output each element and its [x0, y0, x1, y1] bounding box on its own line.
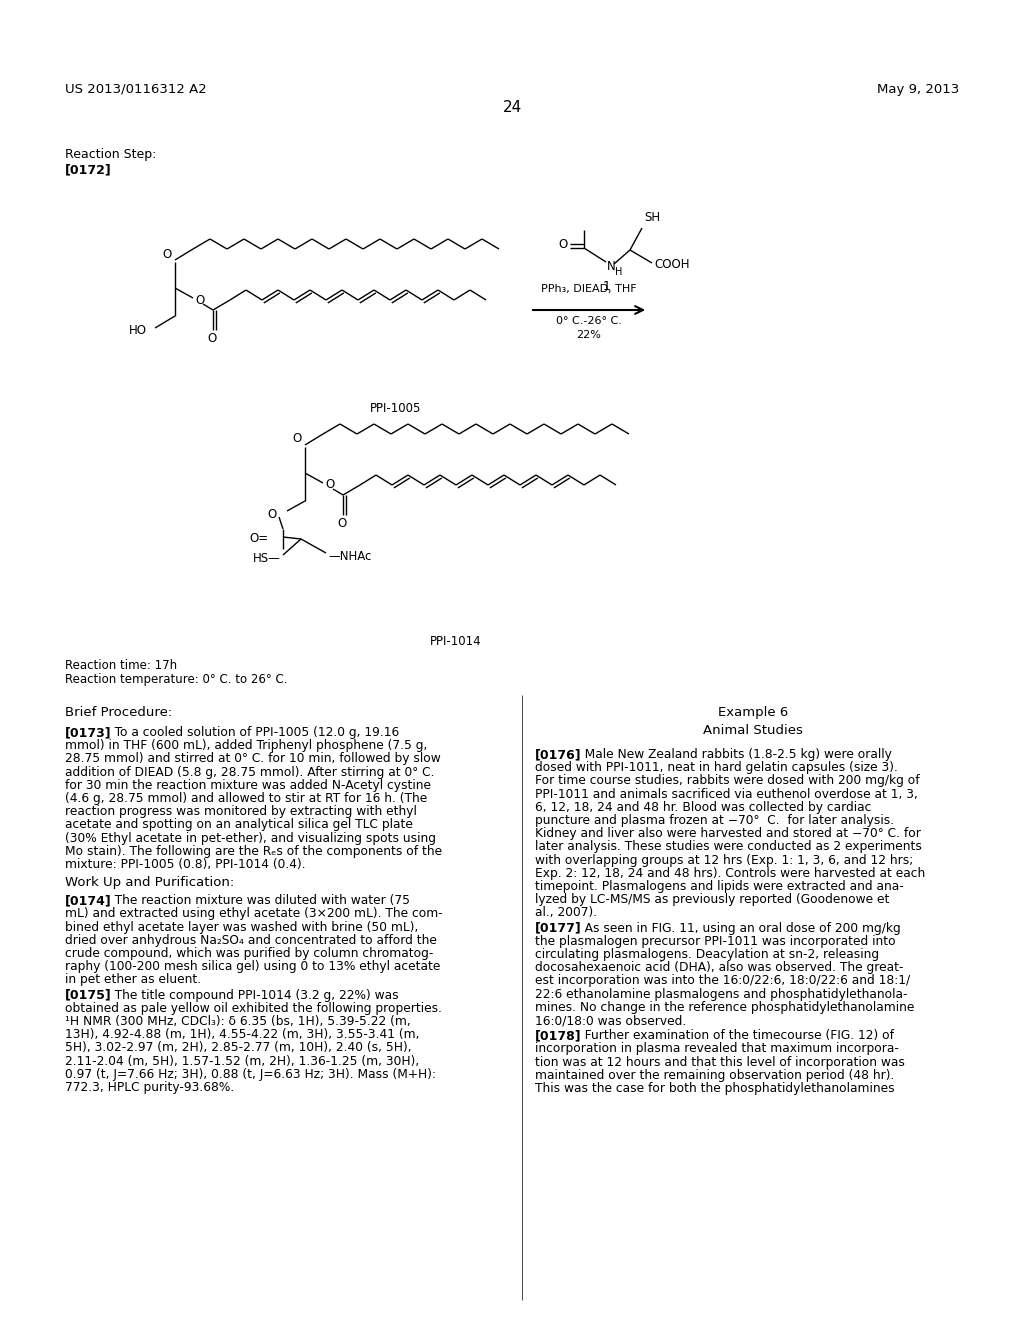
- Text: maintained over the remaining observation period (48 hr).: maintained over the remaining observatio…: [535, 1069, 894, 1082]
- Text: Male New Zealand rabbits (1.8-2.5 kg) were orally: Male New Zealand rabbits (1.8-2.5 kg) we…: [573, 748, 892, 762]
- Text: SH: SH: [644, 211, 660, 224]
- Text: with overlapping groups at 12 hrs (Exp. 1: 1, 3, 6, and 12 hrs;: with overlapping groups at 12 hrs (Exp. …: [535, 854, 913, 867]
- Text: O: O: [325, 479, 334, 491]
- Text: To a cooled solution of PPI-1005 (12.0 g, 19.16: To a cooled solution of PPI-1005 (12.0 g…: [103, 726, 399, 739]
- Text: Reaction Step:: Reaction Step:: [65, 148, 157, 161]
- Text: O: O: [208, 333, 217, 345]
- Text: 772.3, HPLC purity-93.68%.: 772.3, HPLC purity-93.68%.: [65, 1081, 234, 1094]
- Text: reaction progress was monitored by extracting with ethyl: reaction progress was monitored by extra…: [65, 805, 417, 818]
- Text: raphy (100-200 mesh silica gel) using 0 to 13% ethyl acetate: raphy (100-200 mesh silica gel) using 0 …: [65, 960, 440, 973]
- Text: 6, 12, 18, 24 and 48 hr. Blood was collected by cardiac: 6, 12, 18, 24 and 48 hr. Blood was colle…: [535, 801, 871, 814]
- Text: PPI-1014: PPI-1014: [430, 635, 481, 648]
- Text: [0176]: [0176]: [535, 748, 582, 762]
- Text: COOH: COOH: [654, 259, 689, 272]
- Text: 2.11-2.04 (m, 5H), 1.57-1.52 (m, 2H), 1.36-1.25 (m, 30H),: 2.11-2.04 (m, 5H), 1.57-1.52 (m, 2H), 1.…: [65, 1055, 419, 1068]
- Text: later analysis. These studies were conducted as 2 experiments: later analysis. These studies were condu…: [535, 841, 922, 854]
- Text: For time course studies, rabbits were dosed with 200 mg/kg of: For time course studies, rabbits were do…: [535, 775, 920, 788]
- Text: Mo stain). The following are the Rₑs of the components of the: Mo stain). The following are the Rₑs of …: [65, 845, 442, 858]
- Text: (4.6 g, 28.75 mmol) and allowed to stir at RT for 16 h. (The: (4.6 g, 28.75 mmol) and allowed to stir …: [65, 792, 427, 805]
- Text: 0.97 (t, J=7.66 Hz; 3H), 0.88 (t, J=6.63 Hz; 3H). Mass (M+H):: 0.97 (t, J=7.66 Hz; 3H), 0.88 (t, J=6.63…: [65, 1068, 436, 1081]
- Text: 0° C.-26° C.: 0° C.-26° C.: [556, 315, 622, 326]
- Text: 5H), 3.02-2.97 (m, 2H), 2.85-2.77 (m, 10H), 2.40 (s, 5H),: 5H), 3.02-2.97 (m, 2H), 2.85-2.77 (m, 10…: [65, 1041, 412, 1055]
- Text: bined ethyl acetate layer was washed with brine (50 mL),: bined ethyl acetate layer was washed wit…: [65, 920, 419, 933]
- Text: 22%: 22%: [577, 330, 601, 341]
- Text: PPh₃, DIEAD, THF: PPh₃, DIEAD, THF: [542, 284, 637, 294]
- Text: Kidney and liver also were harvested and stored at −70° C. for: Kidney and liver also were harvested and…: [535, 828, 921, 841]
- Text: docosahexaenoic acid (DHA), also was observed. The great-: docosahexaenoic acid (DHA), also was obs…: [535, 961, 903, 974]
- Text: timepoint. Plasmalogens and lipids were extracted and ana-: timepoint. Plasmalogens and lipids were …: [535, 880, 904, 894]
- Text: obtained as pale yellow oil exhibited the following properties.: obtained as pale yellow oil exhibited th…: [65, 1002, 442, 1015]
- Text: mL) and extracted using ethyl acetate (3×200 mL). The com-: mL) and extracted using ethyl acetate (3…: [65, 907, 442, 920]
- Text: O: O: [337, 517, 347, 531]
- Text: Work Up and Purification:: Work Up and Purification:: [65, 876, 234, 890]
- Text: [0178]: [0178]: [535, 1030, 582, 1043]
- Text: N: N: [607, 260, 615, 272]
- Text: HS—: HS—: [253, 552, 281, 565]
- Text: addition of DIEAD (5.8 g, 28.75 mmol). After stirring at 0° C.: addition of DIEAD (5.8 g, 28.75 mmol). A…: [65, 766, 434, 779]
- Text: PPI-1005: PPI-1005: [370, 403, 421, 414]
- Text: Reaction time: 17h: Reaction time: 17h: [65, 659, 177, 672]
- Text: 22:6 ethanolamine plasmalogens and phosphatidylethanola­: 22:6 ethanolamine plasmalogens and phosp…: [535, 987, 907, 1001]
- Text: incorporation in plasma revealed that maximum incorpora-: incorporation in plasma revealed that ma…: [535, 1043, 899, 1056]
- Text: Reaction temperature: 0° C. to 26° C.: Reaction temperature: 0° C. to 26° C.: [65, 673, 288, 686]
- Text: The reaction mixture was diluted with water (75: The reaction mixture was diluted with wa…: [103, 894, 410, 907]
- Text: in pet ether as eluent.: in pet ether as eluent.: [65, 973, 201, 986]
- Text: PPI-1011 and animals sacrificed via euthenol overdose at 1, 3,: PPI-1011 and animals sacrificed via euth…: [535, 788, 918, 801]
- Text: Further examination of the timecourse (FIG. 12) of: Further examination of the timecourse (F…: [573, 1030, 894, 1043]
- Text: HO: HO: [129, 323, 147, 337]
- Text: dried over anhydrous Na₂SO₄ and concentrated to afford the: dried over anhydrous Na₂SO₄ and concentr…: [65, 933, 437, 946]
- Text: 28.75 mmol) and stirred at 0° C. for 10 min, followed by slow: 28.75 mmol) and stirred at 0° C. for 10 …: [65, 752, 440, 766]
- Text: Exp. 2: 12, 18, 24 and 48 hrs). Controls were harvested at each: Exp. 2: 12, 18, 24 and 48 hrs). Controls…: [535, 867, 926, 880]
- Text: al., 2007).: al., 2007).: [535, 907, 597, 920]
- Text: [0175]: [0175]: [65, 989, 112, 1002]
- Text: [0174]: [0174]: [65, 894, 112, 907]
- Text: mixture: PPI-1005 (0.8), PPI-1014 (0.4).: mixture: PPI-1005 (0.8), PPI-1014 (0.4).: [65, 858, 305, 871]
- Text: [0173]: [0173]: [65, 726, 112, 739]
- Text: puncture and plasma frozen at −70°  C.  for later analysis.: puncture and plasma frozen at −70° C. fo…: [535, 814, 894, 828]
- Text: This was the case for both the phosphatidylethanolamines: This was the case for both the phosphati…: [535, 1082, 895, 1096]
- Text: [0177]: [0177]: [535, 921, 582, 935]
- Text: —NHAc: —NHAc: [328, 549, 372, 562]
- Text: Brief Procedure:: Brief Procedure:: [65, 706, 172, 719]
- Text: 16:0/18:0 was observed.: 16:0/18:0 was observed.: [535, 1014, 686, 1027]
- Text: 13H), 4.92-4.88 (m, 1H), 4.55-4.22 (m, 3H), 3.55-3.41 (m,: 13H), 4.92-4.88 (m, 1H), 4.55-4.22 (m, 3…: [65, 1028, 420, 1041]
- Text: May 9, 2013: May 9, 2013: [877, 83, 959, 96]
- Text: acetate and spotting on an analytical silica gel TLC plate: acetate and spotting on an analytical si…: [65, 818, 413, 832]
- Text: 24: 24: [503, 100, 521, 115]
- Text: O: O: [267, 507, 278, 520]
- Text: the plasmalogen precursor PPI-1011 was incorporated into: the plasmalogen precursor PPI-1011 was i…: [535, 935, 896, 948]
- Text: Animal Studies: Animal Studies: [703, 723, 803, 737]
- Text: US 2013/0116312 A2: US 2013/0116312 A2: [65, 83, 207, 96]
- Text: [0172]: [0172]: [65, 162, 112, 176]
- Text: 1: 1: [603, 280, 611, 293]
- Text: O: O: [195, 293, 204, 306]
- Text: As seen in FIG. 11, using an oral dose of 200 mg/kg: As seen in FIG. 11, using an oral dose o…: [573, 921, 901, 935]
- Text: tion was at 12 hours and that this level of incorporation was: tion was at 12 hours and that this level…: [535, 1056, 905, 1069]
- Text: O: O: [163, 248, 172, 260]
- Text: O: O: [559, 238, 568, 251]
- Text: mines. No change in the reference phosphatidylethanolamine: mines. No change in the reference phosph…: [535, 1001, 914, 1014]
- Text: Example 6: Example 6: [718, 706, 788, 719]
- Text: O: O: [293, 433, 302, 446]
- Text: crude compound, which was purified by column chromatog-: crude compound, which was purified by co…: [65, 946, 433, 960]
- Text: (30% Ethyl acetate in pet-ether), and visualizing spots using: (30% Ethyl acetate in pet-ether), and vi…: [65, 832, 436, 845]
- Text: O=: O=: [250, 532, 269, 545]
- Text: mmol) in THF (600 mL), added Triphenyl phosphene (7.5 g,: mmol) in THF (600 mL), added Triphenyl p…: [65, 739, 427, 752]
- Text: for 30 min the reaction mixture was added N-Acetyl cystine: for 30 min the reaction mixture was adde…: [65, 779, 431, 792]
- Text: est incorporation was into the 16:0/22:6, 18:0/22:6 and 18:1/: est incorporation was into the 16:0/22:6…: [535, 974, 910, 987]
- Text: dosed with PPI-1011, neat in hard gelatin capsules (size 3).: dosed with PPI-1011, neat in hard gelati…: [535, 762, 898, 775]
- Text: circulating plasmalogens. Deacylation at sn-2, releasing: circulating plasmalogens. Deacylation at…: [535, 948, 880, 961]
- Text: ¹H NMR (300 MHz, CDCl₃): δ 6.35 (bs, 1H), 5.39-5.22 (m,: ¹H NMR (300 MHz, CDCl₃): δ 6.35 (bs, 1H)…: [65, 1015, 411, 1028]
- Text: The title compound PPI-1014 (3.2 g, 22%) was: The title compound PPI-1014 (3.2 g, 22%)…: [103, 989, 398, 1002]
- Text: lyzed by LC-MS/MS as previously reported (Goodenowe et: lyzed by LC-MS/MS as previously reported…: [535, 894, 890, 907]
- Text: H: H: [615, 267, 623, 277]
